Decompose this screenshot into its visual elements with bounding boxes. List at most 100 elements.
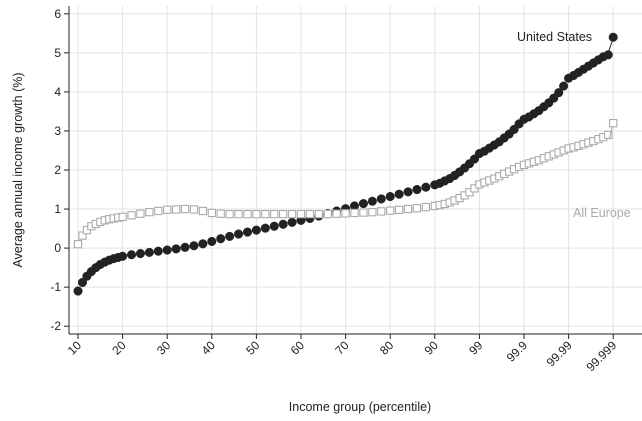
- x-tick-label: 90: [422, 338, 442, 358]
- europe-point: [359, 208, 368, 217]
- us-point: [394, 189, 404, 199]
- y-tick-label: 5: [54, 46, 61, 60]
- us-series-label: United States: [517, 30, 592, 44]
- annotation-layer: United States All Europe: [517, 30, 631, 220]
- us-point: [162, 245, 172, 255]
- y-tick-label: 1: [54, 202, 61, 216]
- europe-point: [243, 209, 252, 219]
- europe-point: [234, 209, 243, 219]
- y-tick-label: -1: [50, 280, 61, 294]
- europe-label-leader: [608, 127, 613, 140]
- us-point: [367, 196, 377, 206]
- us-point: [153, 246, 163, 256]
- us-point: [126, 250, 137, 260]
- europe-point: [73, 240, 83, 249]
- us-point: [198, 239, 208, 249]
- series-united-states: [73, 32, 618, 296]
- us-point: [358, 199, 368, 209]
- us-point: [412, 184, 422, 195]
- europe-point: [609, 118, 618, 128]
- europe-point: [225, 209, 234, 219]
- us-point: [251, 225, 261, 235]
- us-point: [234, 229, 244, 239]
- us-point: [603, 50, 613, 60]
- europe-point: [421, 202, 431, 212]
- series-all-europe: [73, 118, 618, 249]
- y-tick-label: 4: [54, 85, 61, 99]
- us-point: [559, 81, 569, 91]
- y-tick-label: 2: [54, 163, 61, 177]
- europe-point: [163, 205, 172, 214]
- europe-point: [252, 209, 261, 219]
- europe-series-label: All Europe: [573, 206, 631, 220]
- x-tick-label: 70: [332, 338, 352, 358]
- europe-point: [412, 204, 422, 213]
- us-point: [269, 221, 279, 231]
- x-axis-title: Income group (percentile): [289, 400, 431, 414]
- x-tick-label: 30: [154, 338, 174, 358]
- us-point: [260, 223, 270, 233]
- europe-point: [323, 209, 332, 219]
- europe-point: [403, 204, 413, 214]
- europe-point: [296, 209, 306, 219]
- us-point: [189, 241, 199, 251]
- x-tick-label: 99.99: [544, 338, 575, 369]
- x-tick-label: 60: [288, 338, 308, 358]
- y-tick-label: -2: [50, 319, 61, 333]
- europe-point: [180, 204, 190, 214]
- y-tick-label: 3: [54, 124, 61, 138]
- us-point: [77, 277, 88, 288]
- europe-point: [207, 208, 216, 218]
- us-point: [403, 187, 413, 197]
- series-layer: [73, 32, 618, 296]
- europe-point: [78, 231, 87, 240]
- us-point: [385, 192, 395, 202]
- us-point: [554, 88, 564, 98]
- x-tick-label: 50: [243, 338, 263, 358]
- x-tick-label: 40: [199, 338, 219, 358]
- x-tick-label: 99: [466, 338, 486, 358]
- us-point: [135, 249, 145, 259]
- us-label-leader: [606, 41, 613, 56]
- us-point: [180, 242, 190, 252]
- europe-point: [198, 206, 208, 216]
- x-tick-label: 99.999: [583, 338, 619, 374]
- y-axis-title: Average annual income growth (%): [11, 72, 25, 267]
- us-point: [118, 251, 128, 261]
- us-point: [171, 244, 181, 254]
- x-tick-label: 99.9: [504, 338, 531, 365]
- y-tick-label: 0: [54, 241, 61, 255]
- europe-point: [305, 209, 315, 219]
- grid-lines: [69, 6, 642, 334]
- europe-point: [118, 212, 127, 222]
- europe-point: [279, 209, 288, 219]
- europe-point: [368, 208, 377, 217]
- axes: -2 -1 0 1 2 3 4 5 6 10 20 30 40 50 60 70 80 90 99 99.9 99.99…: [50, 6, 642, 374]
- europe-point: [377, 207, 386, 216]
- europe-point: [136, 209, 145, 218]
- x-tick-label: 20: [109, 338, 129, 358]
- europe-point: [332, 209, 341, 218]
- us-point: [242, 227, 253, 237]
- europe-point: [189, 205, 199, 214]
- us-point: [376, 194, 386, 204]
- europe-point: [216, 209, 225, 218]
- europe-point: [154, 206, 163, 216]
- us-point: [216, 234, 226, 244]
- europe-point: [341, 209, 350, 218]
- us-point: [73, 286, 83, 296]
- europe-point: [145, 208, 154, 217]
- y-tick-label: 6: [54, 7, 61, 21]
- us-point: [287, 217, 297, 227]
- us-point: [421, 182, 431, 192]
- us-point: [608, 32, 618, 42]
- europe-point: [270, 209, 279, 219]
- us-point: [278, 219, 288, 229]
- us-point: [225, 231, 235, 241]
- europe-point: [127, 211, 136, 220]
- europe-point: [394, 205, 404, 214]
- x-tick-label: 80: [377, 338, 397, 358]
- europe-point: [287, 209, 297, 219]
- europe-point: [604, 130, 613, 140]
